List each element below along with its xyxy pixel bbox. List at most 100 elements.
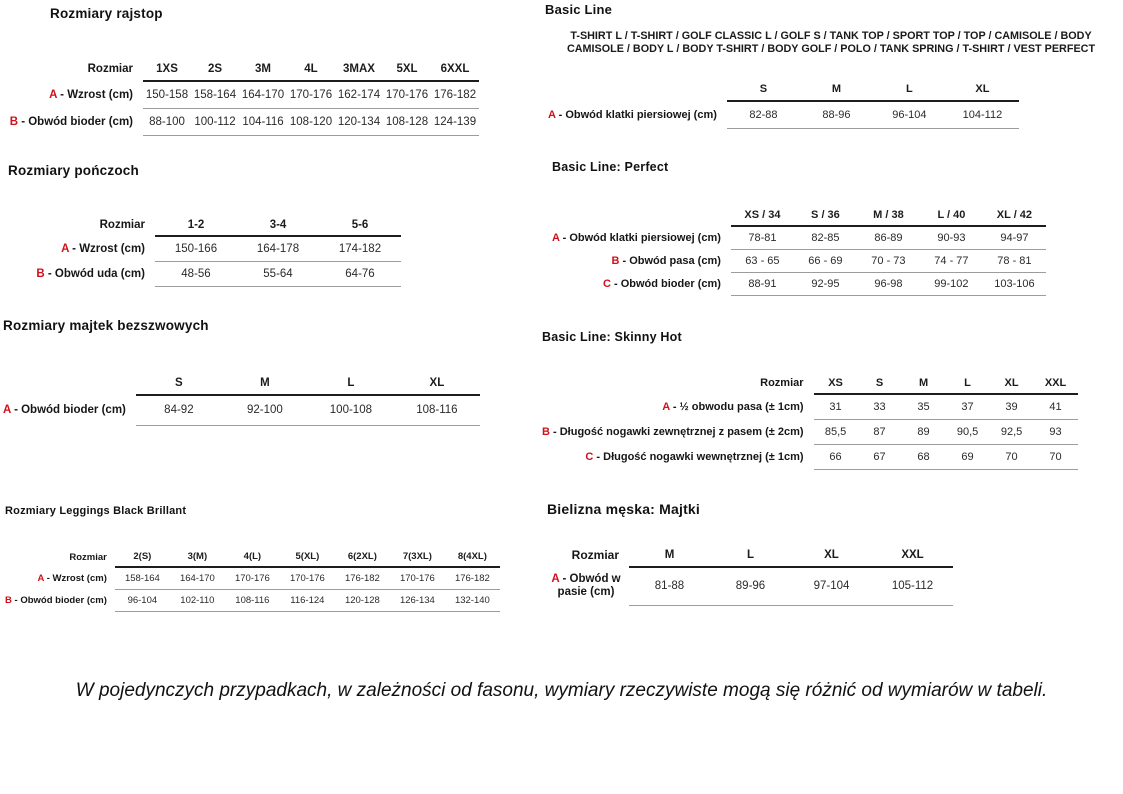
- dimension-row-label: C - Obwód bioder (cm): [602, 277, 721, 290]
- size-table-row: A - ½ obwodu pasa (± 1cm) 31 33 35 37 39 41: [542, 394, 1078, 420]
- size-value-cell: 87: [857, 419, 902, 445]
- size-column-header: XXL: [872, 543, 953, 568]
- size-value-cell: 104-116: [239, 108, 287, 136]
- size-column-header: M: [799, 77, 873, 102]
- size-value-cell: 96-104: [114, 589, 170, 612]
- section-mens-underwear: Bielizna męska: Majtki Rozmiar M L XL XXL A -…: [547, 501, 953, 606]
- dimension-letter: A: [61, 242, 69, 255]
- size-value-cell: 84-92: [135, 395, 222, 426]
- size-table-row: B - Długość nogawki zewnętrznej z pasem …: [542, 419, 1078, 445]
- size-table-header-row: XS / 34 S / 36 M / 38 L / 40 XL / 42: [552, 204, 1046, 227]
- size-value-cell: 78-81: [730, 226, 794, 250]
- dimension-letter: B: [36, 267, 45, 280]
- section-tights-sizes: Rozmiary rajstop Rozmiar 1XS 2S 3M 4L 3MAX 5XL…: [5, 6, 479, 136]
- size-label-header: Rozmiar: [87, 63, 133, 75]
- dimension-letter: A: [49, 88, 57, 101]
- size-value-cell: 88-91: [730, 272, 794, 296]
- size-value-cell: 85,5: [813, 419, 858, 445]
- size-label-header: [552, 204, 731, 226]
- dimension-letter: A: [548, 108, 556, 121]
- size-value-cell: 86-89: [856, 226, 920, 250]
- size-value-cell: 96-98: [856, 272, 920, 296]
- dimension-letter: A: [3, 404, 11, 416]
- size-column-header: 5(XL): [279, 547, 335, 568]
- size-value-cell: 120-128: [334, 589, 390, 612]
- size-value-cell: 89-96: [710, 567, 791, 606]
- size-table-row: A - Obwód klatki piersiowej (cm) 82-88 88-…: [548, 101, 1019, 129]
- dimension-row-label: A - Wzrost (cm): [61, 242, 145, 255]
- size-label-header: [3, 371, 136, 395]
- size-value-cell: 70: [1033, 444, 1078, 470]
- size-value-cell: 82-88: [726, 101, 800, 129]
- size-value-cell: 120-134: [335, 108, 383, 136]
- size-value-cell: 92-100: [221, 395, 308, 426]
- size-value-cell: 102-110: [169, 589, 225, 612]
- size-value-cell: 64-76: [319, 261, 401, 287]
- size-value-cell: 162-174: [335, 81, 383, 109]
- size-value-cell: 164-170: [169, 567, 225, 590]
- dimension-row-label: B - Obwód bioder (cm): [5, 594, 107, 606]
- size-value-cell: 55-64: [237, 261, 319, 287]
- section-leggings-sizes: Rozmiary Leggings Black Brillant Rozmiar…: [5, 505, 500, 612]
- section-title-skinny-hot: Basic Line: Skinny Hot: [542, 330, 682, 344]
- size-column-header: XL: [791, 543, 872, 568]
- dimension-row-label: C - Długość nogawki wewnętrznej (± 1cm): [585, 450, 804, 463]
- size-value-cell: 93: [1033, 419, 1078, 445]
- size-column-header: S: [857, 372, 902, 395]
- size-value-cell: 88-96: [799, 101, 873, 129]
- size-value-cell: 158-164: [114, 567, 170, 590]
- size-table-row: B - Obwód uda (cm) 48-56 55-64 64-76: [8, 261, 401, 287]
- size-value-cell: 41: [1033, 394, 1078, 420]
- size-value-cell: 170-176: [383, 81, 431, 109]
- size-value-cell: 89: [901, 419, 946, 445]
- dimension-row-label: A - Wzrost (cm): [49, 88, 133, 101]
- size-value-cell: 31: [813, 394, 858, 420]
- size-label-header: Rozmiar: [99, 219, 145, 231]
- size-value-cell: 63 - 65: [730, 249, 794, 273]
- dimension-letter: A: [662, 400, 670, 413]
- dimension-letter: B: [5, 594, 12, 606]
- dimension-letter: C: [585, 450, 594, 463]
- size-value-cell: 82-85: [793, 226, 857, 250]
- dimension-letter: A: [551, 573, 560, 585]
- size-value-cell: 90,5: [945, 419, 990, 445]
- size-table-header-row: S M L XL: [548, 77, 1019, 102]
- size-column-header: 2S: [191, 57, 239, 82]
- dimension-letter: A: [552, 231, 560, 244]
- size-table-row: C - Długość nogawki wewnętrznej (± 1cm) 6…: [542, 444, 1078, 470]
- dimension-letter: C: [602, 277, 611, 290]
- size-column-header: M: [629, 543, 710, 568]
- dimension-letter: B: [611, 254, 620, 267]
- dimension-letter: A: [37, 572, 45, 584]
- section-basic-line-skinny-hot: Basic Line: Skinny Hot Rozmiar XS S M L XL XXL…: [542, 330, 1078, 470]
- dimension-letter: B: [9, 115, 18, 128]
- size-table-header-row: Rozmiar 1XS 2S 3M 4L 3MAX 5XL 6XXL: [5, 57, 479, 82]
- size-value-cell: 170-176: [224, 567, 280, 590]
- size-value-cell: 97-104: [791, 567, 872, 606]
- size-value-cell: 67: [857, 444, 902, 470]
- size-value-cell: 92-95: [793, 272, 857, 296]
- size-table-row: A - Obwód w pasie (cm) 81-88 89-96 97-104 10…: [547, 567, 953, 606]
- size-value-cell: 176-182: [431, 81, 479, 109]
- size-value-cell: 116-124: [279, 589, 335, 612]
- size-table-row: A - Obwód klatki piersiowej (cm) 78-81 82-…: [552, 226, 1046, 250]
- size-value-cell: 150-158: [143, 81, 191, 109]
- size-value-cell: 96-104: [872, 101, 946, 129]
- size-value-cell: 69: [945, 444, 990, 470]
- size-table-row: A - Wzrost (cm) 150-166 164-178 174-182: [8, 236, 401, 262]
- size-column-header: L: [872, 77, 946, 102]
- section-title-stockings: Rozmiary pończoch: [8, 163, 139, 178]
- size-column-header: M: [901, 372, 946, 395]
- size-label-header: Rozmiar: [760, 377, 804, 389]
- mens-underwear-size-table: Rozmiar M L XL XXL A - Obwód w pasie (cm) 81-8…: [547, 543, 953, 606]
- size-value-cell: 81-88: [629, 567, 710, 606]
- basic-line-perfect-size-table: XS / 34 S / 36 M / 38 L / 40 XL / 42 A - Obwó…: [552, 204, 1046, 296]
- section-title-leggings: Rozmiary Leggings Black Brillant: [5, 505, 187, 517]
- size-table-row: A - Wzrost (cm) 150-158 158-164 164-170 170-…: [5, 81, 479, 109]
- size-column-header: 3M: [239, 57, 287, 82]
- dimension-row-label: A - Obwód bioder (cm): [3, 404, 126, 416]
- dimension-row-label: A - ½ obwodu pasa (± 1cm): [662, 400, 804, 413]
- size-value-cell: 99-102: [919, 272, 983, 296]
- size-table-row: A - Wzrost (cm) 158-164 164-170 170-176 170-…: [5, 567, 500, 590]
- size-column-header: L: [945, 372, 990, 395]
